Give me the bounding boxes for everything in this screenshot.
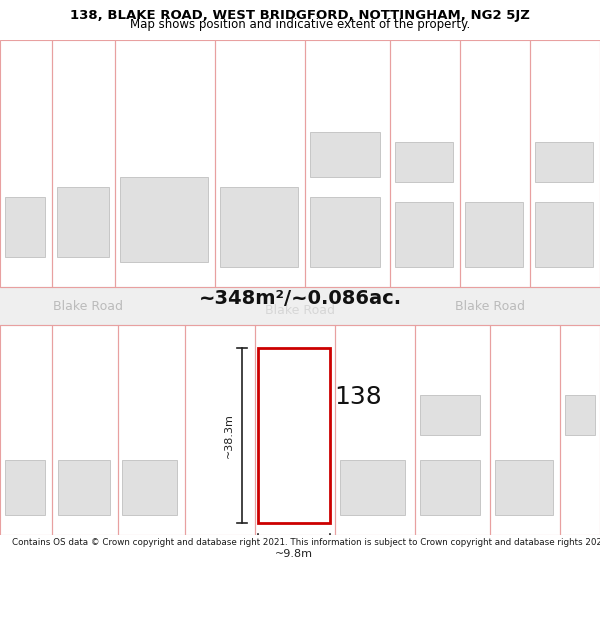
Bar xyxy=(465,202,523,267)
Bar xyxy=(5,460,45,515)
Bar xyxy=(57,187,109,257)
Bar xyxy=(460,40,530,287)
Text: ~9.8m: ~9.8m xyxy=(275,549,313,559)
Bar xyxy=(5,197,45,257)
Bar xyxy=(535,202,593,267)
Bar xyxy=(530,40,600,287)
Bar xyxy=(560,325,600,535)
Text: Blake Road: Blake Road xyxy=(455,299,525,312)
Bar xyxy=(335,325,415,535)
Bar xyxy=(420,395,480,435)
Bar xyxy=(340,460,405,515)
Text: Map shows position and indicative extent of the property.: Map shows position and indicative extent… xyxy=(130,18,470,31)
Bar xyxy=(305,40,390,287)
Bar xyxy=(310,197,380,267)
Text: Blake Road: Blake Road xyxy=(265,304,335,316)
Text: ~38.3m: ~38.3m xyxy=(224,413,234,458)
Bar xyxy=(115,40,215,287)
Bar xyxy=(255,325,335,535)
Bar xyxy=(215,40,305,287)
Bar xyxy=(120,177,208,262)
Bar xyxy=(0,287,600,325)
Bar xyxy=(490,325,560,535)
Bar xyxy=(52,40,115,287)
Bar xyxy=(122,460,177,515)
Bar xyxy=(535,142,593,182)
Bar xyxy=(185,325,255,535)
Bar xyxy=(58,460,110,515)
Text: ~348m²/~0.086ac.: ~348m²/~0.086ac. xyxy=(199,289,401,308)
Bar xyxy=(420,460,480,515)
Bar xyxy=(52,325,118,535)
Bar xyxy=(258,348,330,523)
Bar xyxy=(415,325,490,535)
Text: 138, BLAKE ROAD, WEST BRIDGFORD, NOTTINGHAM, NG2 5JZ: 138, BLAKE ROAD, WEST BRIDGFORD, NOTTING… xyxy=(70,9,530,22)
Bar xyxy=(0,40,52,287)
Bar xyxy=(0,325,52,535)
Bar xyxy=(395,202,453,267)
Bar xyxy=(390,40,460,287)
Text: 138: 138 xyxy=(334,385,382,409)
Bar xyxy=(118,325,185,535)
Bar xyxy=(395,142,453,182)
Bar xyxy=(495,460,553,515)
Bar xyxy=(565,395,595,435)
Text: Blake Road: Blake Road xyxy=(53,299,123,312)
Bar xyxy=(310,132,380,177)
Bar xyxy=(220,187,298,267)
Text: Contains OS data © Crown copyright and database right 2021. This information is : Contains OS data © Crown copyright and d… xyxy=(12,538,600,547)
